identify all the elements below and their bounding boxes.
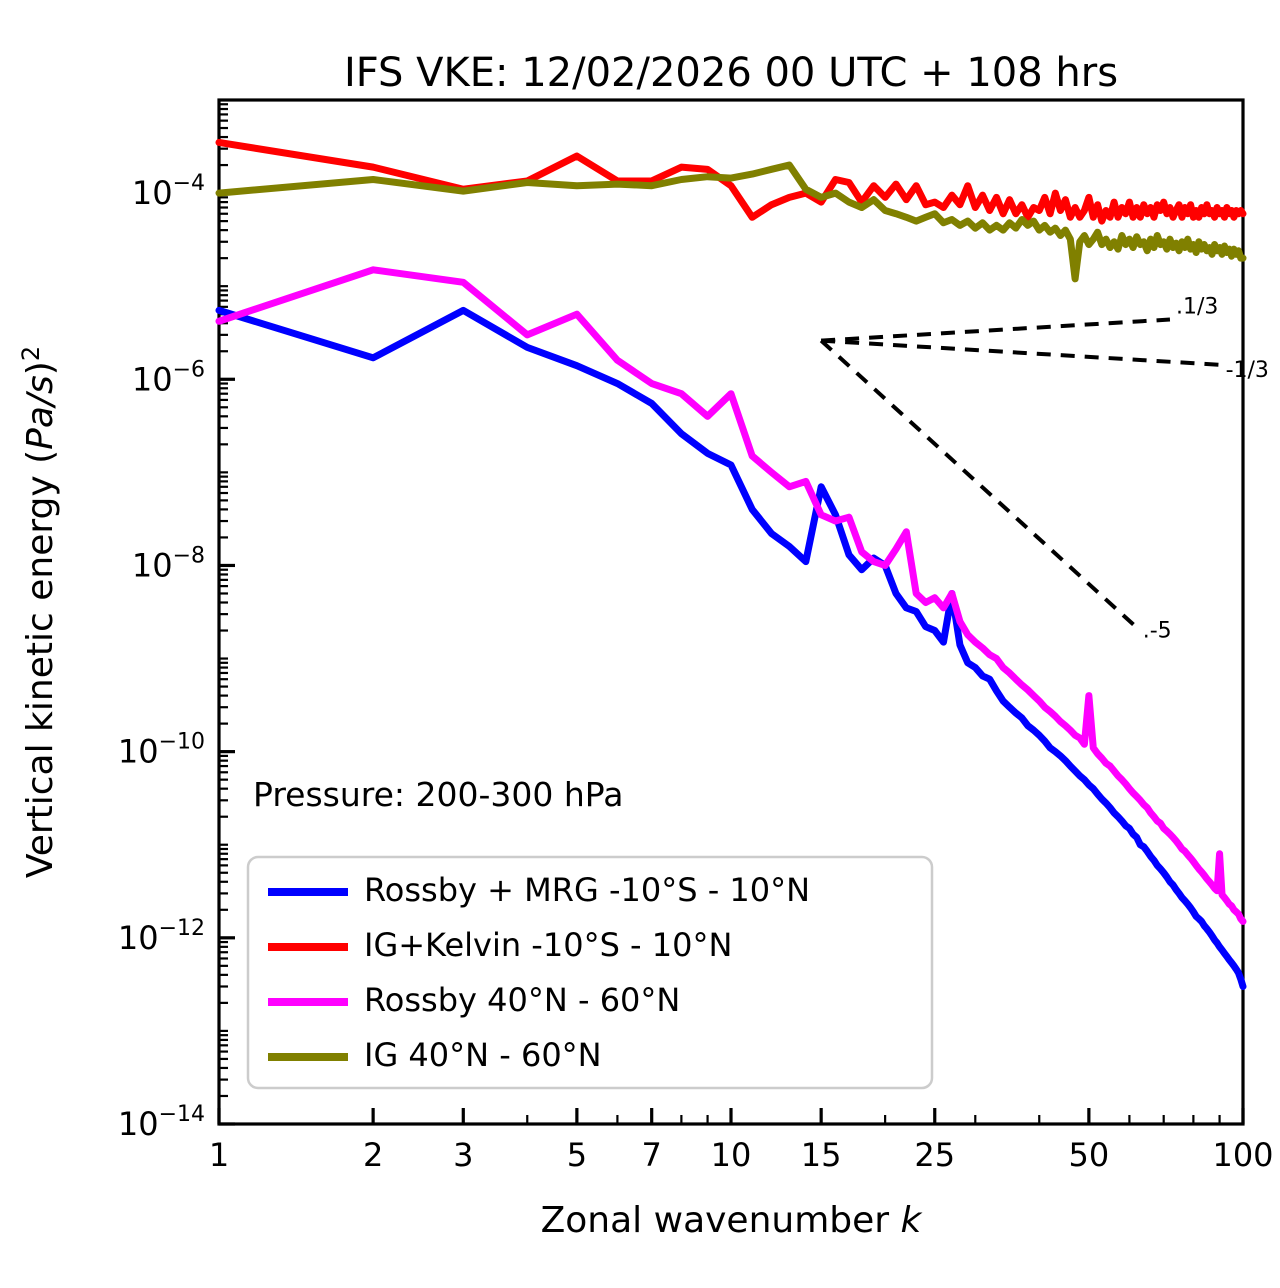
x-tick-label: 15	[801, 1136, 842, 1174]
slope-label--5: .-5	[1143, 619, 1172, 644]
x-tick-label: 5	[567, 1136, 587, 1174]
y-tick-label: 10−8	[132, 543, 205, 584]
chart-title: IFS VKE: 12/02/2026 00 UTC + 108 hrs	[344, 50, 1118, 96]
y-axis-label-post: )	[20, 361, 61, 375]
legend-item-label-2[interactable]: Rossby 40°N - 60°N	[364, 981, 680, 1019]
x-tick-label: 1	[209, 1136, 229, 1174]
series-line-1	[215, 138, 1247, 225]
y-tick-label: 10−12	[118, 916, 205, 957]
x-tick-label: 100	[1212, 1136, 1273, 1174]
legend-box	[246, 855, 934, 1090]
x-tick-label: 25	[914, 1136, 955, 1174]
y-tick-label: 10−10	[118, 730, 205, 771]
slope-line-1-3	[821, 317, 1171, 343]
data-curves-group	[215, 138, 1247, 990]
x-axis-ticks: 1 2 3 5 7 10 15 25 50 100	[209, 1108, 1274, 1174]
legend-item-label-1[interactable]: IG+Kelvin -10°S - 10°N	[364, 926, 732, 964]
y-tick-label: 10−6	[132, 357, 205, 398]
series-line-2	[215, 266, 1247, 925]
x-tick-label: 10	[711, 1136, 752, 1174]
slope-label--1-3: -1/3	[1226, 358, 1269, 383]
x-tick-label: 3	[453, 1136, 473, 1174]
x-tick-label: 7	[642, 1136, 662, 1174]
y-axis-label-exponent: 2	[17, 346, 45, 361]
x-axis-label: Zonal wavenumber k	[541, 1200, 924, 1241]
slope-line--1-3	[821, 338, 1220, 367]
reference-slope-lines: .1/3 -1/3 .-5	[819, 295, 1269, 644]
x-axis-label-text: Zonal wavenumber	[541, 1200, 901, 1241]
slope-label-1-3: .1/3	[1176, 295, 1218, 320]
legend[interactable]: Rossby + MRG -10°S - 10°N IG+Kelvin -10°S…	[246, 855, 934, 1090]
series-line-0	[215, 306, 1247, 990]
y-axis-label-pre: Vertical kinetic energy (	[20, 450, 61, 878]
x-axis-label-symbol: k	[901, 1200, 924, 1241]
legend-item-label-3[interactable]: IG 40°N - 60°N	[364, 1036, 602, 1074]
x-tick-label: 2	[363, 1136, 383, 1174]
legend-item-label-0[interactable]: Rossby + MRG -10°S - 10°N	[364, 871, 810, 909]
series-line-3	[215, 161, 1247, 283]
pressure-annotation: Pressure: 200-300 hPa	[253, 775, 623, 814]
legend-items: Rossby + MRG -10°S - 10°N IG+Kelvin -10°S…	[268, 871, 810, 1074]
y-tick-label: 10−14	[118, 1102, 205, 1143]
y-axis-label: Vertical kinetic energy (Pa/s)2	[17, 346, 61, 878]
y-axis-ticks: 10−4 10−6 10−8 10−10 10−12 10−14	[118, 98, 235, 1143]
y-axis-label-units: Pa/s	[20, 375, 61, 450]
x-tick-label: 50	[1069, 1136, 1110, 1174]
y-tick-label: 10−4	[132, 171, 205, 212]
